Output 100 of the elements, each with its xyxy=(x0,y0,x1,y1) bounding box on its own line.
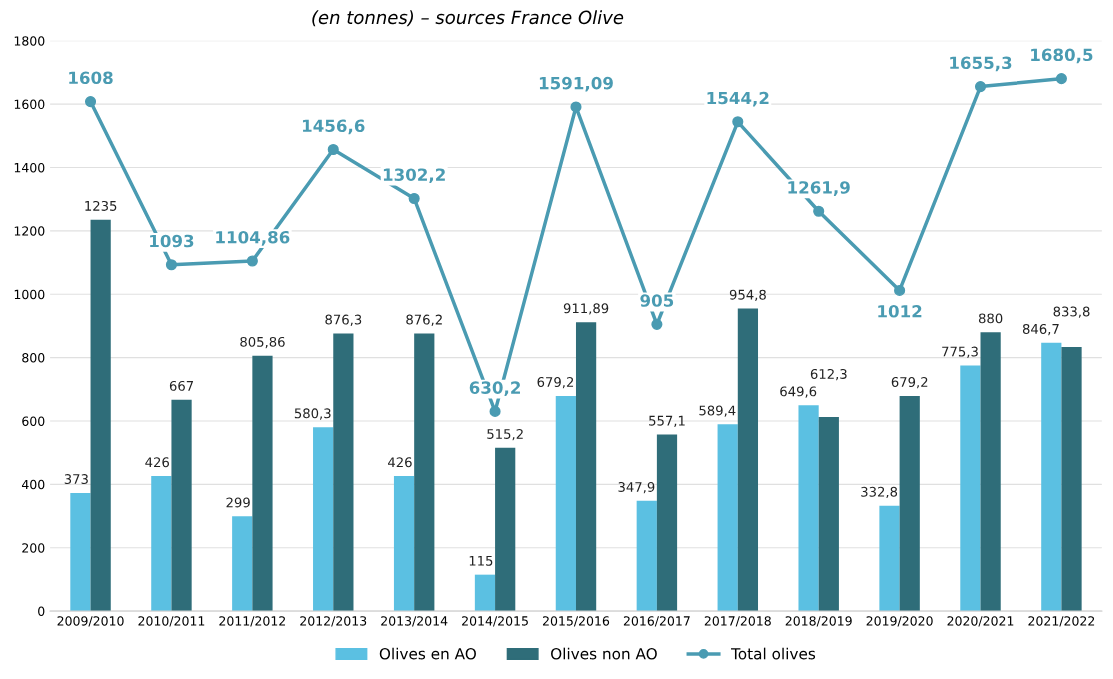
x-tick-label: 2015/2016 xyxy=(542,616,610,627)
data-label: 1680,5 xyxy=(1031,48,1093,64)
data-label: 1302,2 xyxy=(383,168,445,184)
y-tick-label: 1600 xyxy=(14,99,45,110)
point xyxy=(974,81,987,93)
point xyxy=(246,255,258,267)
point xyxy=(84,96,97,108)
point xyxy=(408,192,420,205)
data-label: 373 xyxy=(64,474,88,485)
point xyxy=(327,143,339,156)
y-tick-label: 600 xyxy=(22,416,45,426)
data-label: 805,86 xyxy=(240,336,285,349)
data-label: 332,8 xyxy=(861,486,898,499)
data-label: 1591,09 xyxy=(539,76,613,92)
data-label: 679,2 xyxy=(537,377,574,389)
y-tick-label: 800 xyxy=(22,353,45,363)
data-label: 347,9 xyxy=(618,481,655,494)
bar xyxy=(474,574,496,612)
bar xyxy=(575,322,597,612)
y-tick-label: 1000 xyxy=(14,289,45,300)
point xyxy=(651,318,663,330)
data-label: 880 xyxy=(978,313,1003,324)
data-label: 1544,2 xyxy=(707,91,769,107)
data-label: 589,4 xyxy=(699,405,736,417)
bar xyxy=(414,333,435,612)
data-label: 515,2 xyxy=(487,428,523,441)
data-label: 876,3 xyxy=(325,314,362,326)
bar xyxy=(818,417,839,612)
data-label: 426 xyxy=(388,457,412,468)
data-label: 630,2 xyxy=(469,381,520,397)
bar xyxy=(899,395,920,612)
bar xyxy=(393,476,415,612)
data-label: 426 xyxy=(145,457,169,468)
x-tick-label: 2017/2018 xyxy=(704,616,771,627)
y-tick-label: 400 xyxy=(21,479,45,490)
legend-label: Total olives xyxy=(731,647,816,660)
data-label: 1608 xyxy=(69,71,113,85)
y-tick-label: 1800 xyxy=(14,36,45,46)
x-tick-label: 2020/2021 xyxy=(947,616,1014,627)
data-label: 1261,9 xyxy=(788,181,850,196)
bar xyxy=(151,476,172,612)
chart-subtitle: (en tonnes) – sources France Olive xyxy=(312,10,624,27)
point xyxy=(732,116,744,128)
data-label: 1655,3 xyxy=(950,56,1012,72)
legend-label: Olives en AO xyxy=(379,647,476,660)
bar xyxy=(879,505,900,612)
point xyxy=(570,101,582,113)
y-tick-label: 1200 xyxy=(14,226,45,236)
data-label: 580,3 xyxy=(294,408,331,420)
bar xyxy=(252,355,273,612)
data-label: 833,8 xyxy=(1053,306,1090,318)
bar xyxy=(495,447,516,612)
bar xyxy=(717,424,738,612)
data-label: 667 xyxy=(169,380,194,391)
data-label: 1012 xyxy=(878,304,922,318)
point xyxy=(813,205,825,217)
bar xyxy=(90,219,111,612)
data-label: 1104,86 xyxy=(216,230,290,246)
bar xyxy=(798,405,819,612)
data-label: 905 xyxy=(640,294,674,307)
legend-label: Olives non AO xyxy=(551,647,657,660)
data-label: 1235 xyxy=(85,200,117,211)
x-tick-label: 2012/2013 xyxy=(300,616,367,627)
bar xyxy=(313,427,334,612)
bar xyxy=(980,332,1001,612)
data-label: 1456,6 xyxy=(302,119,365,135)
data-label: 911,89 xyxy=(563,303,609,315)
data-label: 775,3 xyxy=(942,346,978,358)
data-label: 649,6 xyxy=(780,386,817,398)
data-label: 612,3 xyxy=(810,368,847,381)
bar xyxy=(171,399,192,612)
x-tick-label: 2010/2011 xyxy=(138,616,205,627)
point xyxy=(165,259,178,271)
data-label: 954,8 xyxy=(729,289,766,302)
bar xyxy=(555,395,576,612)
bar xyxy=(636,500,657,612)
data-label: 846,7 xyxy=(1022,323,1059,336)
bar xyxy=(737,308,759,612)
y-tick-label: 0 xyxy=(38,606,45,617)
data-label: 299 xyxy=(226,497,250,508)
x-tick-label: 2011/2012 xyxy=(219,616,286,627)
bar xyxy=(232,516,253,612)
point xyxy=(1055,73,1067,85)
x-tick-label: 2013/2014 xyxy=(381,616,448,627)
bar xyxy=(656,434,678,612)
data-label: 876,2 xyxy=(406,314,442,326)
x-tick-label: 2021/2022 xyxy=(1028,616,1095,627)
bar xyxy=(333,333,354,612)
point xyxy=(894,284,906,296)
bar xyxy=(1061,346,1082,612)
bar xyxy=(70,492,91,612)
y-tick-label: 200 xyxy=(22,543,45,553)
data-label: 115 xyxy=(469,555,493,566)
x-tick-label: 2016/2017 xyxy=(623,616,690,627)
y-tick-label: 1400 xyxy=(14,162,45,173)
bar xyxy=(960,365,981,612)
x-tick-label: 2018/2019 xyxy=(785,616,852,627)
bar xyxy=(1041,342,1062,612)
x-tick-label: 2019/2020 xyxy=(866,616,933,627)
data-label: 679,2 xyxy=(891,377,928,389)
